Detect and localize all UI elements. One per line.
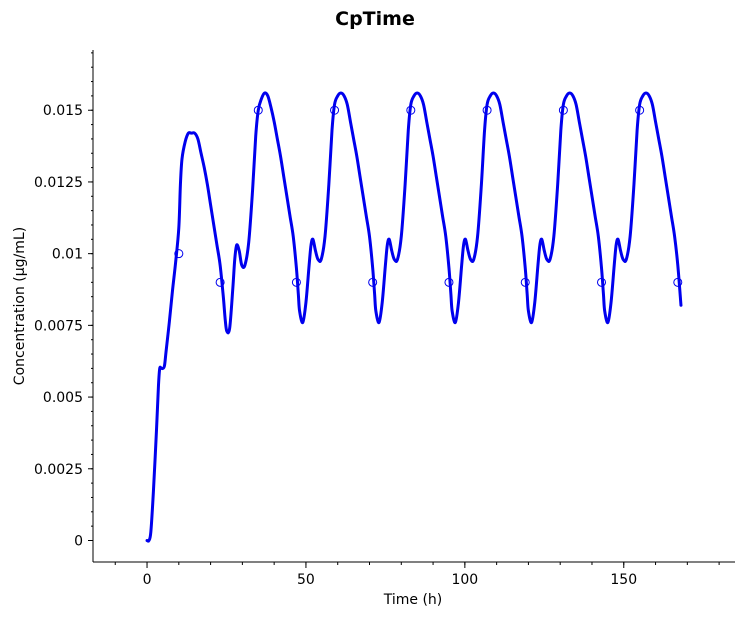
observation-point (174, 249, 184, 259)
y-tick-label: 0.015 (43, 103, 83, 119)
observation-point (444, 277, 454, 287)
x-tick-label: 50 (297, 572, 315, 588)
y-axis-label: Concentration (µg/mL) (12, 227, 28, 385)
y-tick-label: 0.0075 (34, 318, 83, 334)
y-tick-label: 0.005 (43, 390, 83, 406)
concentration-line (145, 91, 683, 543)
observation-point (330, 105, 340, 115)
observation-point (558, 105, 568, 115)
observation-point (520, 277, 530, 287)
chart-title: CpTime (335, 8, 415, 30)
observation-point (482, 105, 492, 115)
observation-point (673, 277, 683, 287)
observation-point (253, 105, 263, 115)
x-axis-ticks: 0 50 100 150 (114, 562, 720, 588)
y-tick-label: 0 (74, 533, 83, 549)
x-tick-label: 150 (610, 572, 637, 588)
plot-area: 0 0.0025 0.005 0.0075 0.01 0.0125 0.015 0 50 100… (34, 50, 735, 588)
series-layer (145, 91, 683, 543)
x-tick-label: 0 (143, 572, 152, 588)
y-axis-ticks: 0 0.0025 0.005 0.0075 0.01 0.0125 0.015 (34, 52, 93, 549)
y-tick-label: 0.0025 (34, 462, 83, 478)
y-tick-label: 0.0125 (34, 175, 83, 191)
observation-point (291, 277, 301, 287)
x-axis-label: Time (h) (383, 592, 443, 608)
observation-point (406, 105, 416, 115)
observation-point (368, 277, 378, 287)
observation-point (597, 277, 607, 287)
observation-point (635, 105, 645, 115)
y-tick-label: 0.01 (52, 247, 83, 263)
x-tick-label: 100 (451, 572, 478, 588)
observation-point (215, 277, 225, 287)
